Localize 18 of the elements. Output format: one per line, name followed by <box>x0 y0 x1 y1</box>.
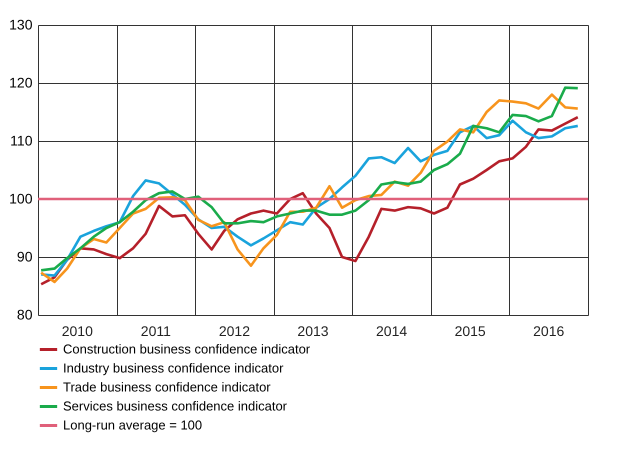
legend-label: Trade business confidence indicator <box>63 380 272 394</box>
legend-label: Industry business confidence indicator <box>63 360 284 376</box>
legend-label: Services business confidence indicator <box>63 398 288 414</box>
legend-label: Construction business confidence indicator <box>63 342 311 356</box>
x-tick-label: 2012 <box>218 323 250 339</box>
x-tick-label: 2013 <box>297 323 329 339</box>
y-tick-label: 100 <box>9 190 33 206</box>
y-tick-label: 80 <box>16 306 33 322</box>
y-tick-label: 110 <box>10 132 33 148</box>
x-tick-label: 2016 <box>533 323 564 339</box>
x-tick-label: 2014 <box>376 323 408 339</box>
x-tick-label: 2011 <box>140 323 172 339</box>
x-tick-label: 2010 <box>62 323 94 339</box>
y-tick-label: 120 <box>9 74 33 90</box>
x-tick-label: 2015 <box>454 323 486 339</box>
legend-label: Long-run average = 100 <box>63 418 202 432</box>
y-tick-label: 130 <box>9 16 33 32</box>
y-tick-label: 90 <box>16 248 33 264</box>
